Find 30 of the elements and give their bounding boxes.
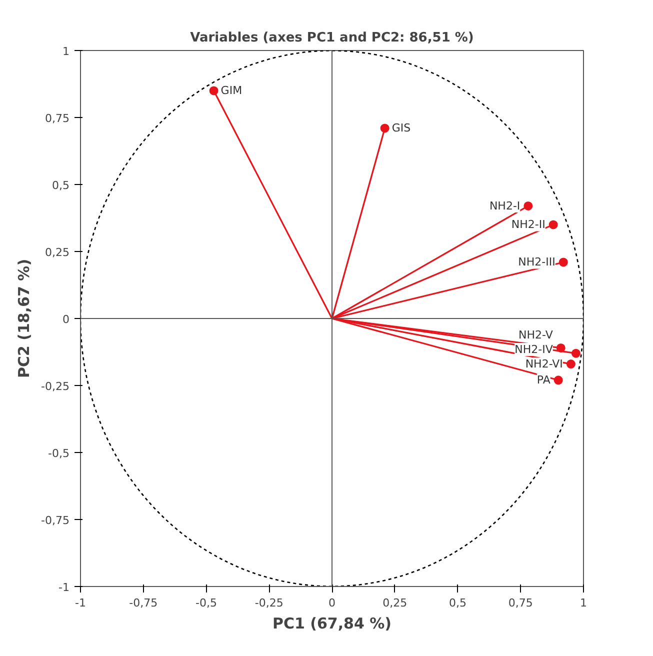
y-tick-label: 0 [62, 313, 70, 326]
x-tick-label: 1 [580, 596, 587, 610]
x-axis-title: PC1 (67,84 %) [272, 614, 392, 632]
x-tick-label: -0,25 [254, 596, 284, 610]
y-tick-label: -0,5 [48, 447, 70, 460]
annotation: GIS [392, 122, 411, 135]
y-tick-label: -1 [58, 581, 70, 594]
annotation: NH2-I [489, 199, 520, 212]
y-tick-label: -0,25 [41, 380, 70, 393]
annotation: PA [536, 374, 551, 387]
x-tick-label: 0,5 [449, 596, 467, 610]
y-axis-title: PC2 (18,67 %) [15, 258, 34, 378]
annotation: NH2-IV [514, 342, 554, 356]
x-tick-label: 0,25 [382, 596, 408, 610]
annotation: NH2-III [518, 256, 556, 269]
y-tick-label: 0,75 [45, 112, 70, 125]
x-tick-label: -1 [75, 596, 86, 610]
y-tick-label: 0,5 [52, 179, 70, 192]
x-tick-label: -0,75 [129, 596, 158, 610]
y-tick-label: -0,75 [41, 514, 70, 527]
y-tick-label: 0,25 [45, 246, 70, 259]
x-tick-label: 0 [328, 596, 336, 610]
chart-title: Variables (axes PC1 and PC2: 86,51 %) [190, 30, 474, 46]
annotation: NH2-II [511, 218, 546, 232]
annotation: NH2-V [518, 328, 554, 342]
x-tick-label: -0,5 [196, 596, 217, 610]
annotation: NH2-VI [525, 358, 563, 371]
x-tick-label: 0,75 [508, 596, 533, 610]
annotation: GIM [220, 84, 242, 98]
y-tick-label: 1 [62, 45, 70, 58]
